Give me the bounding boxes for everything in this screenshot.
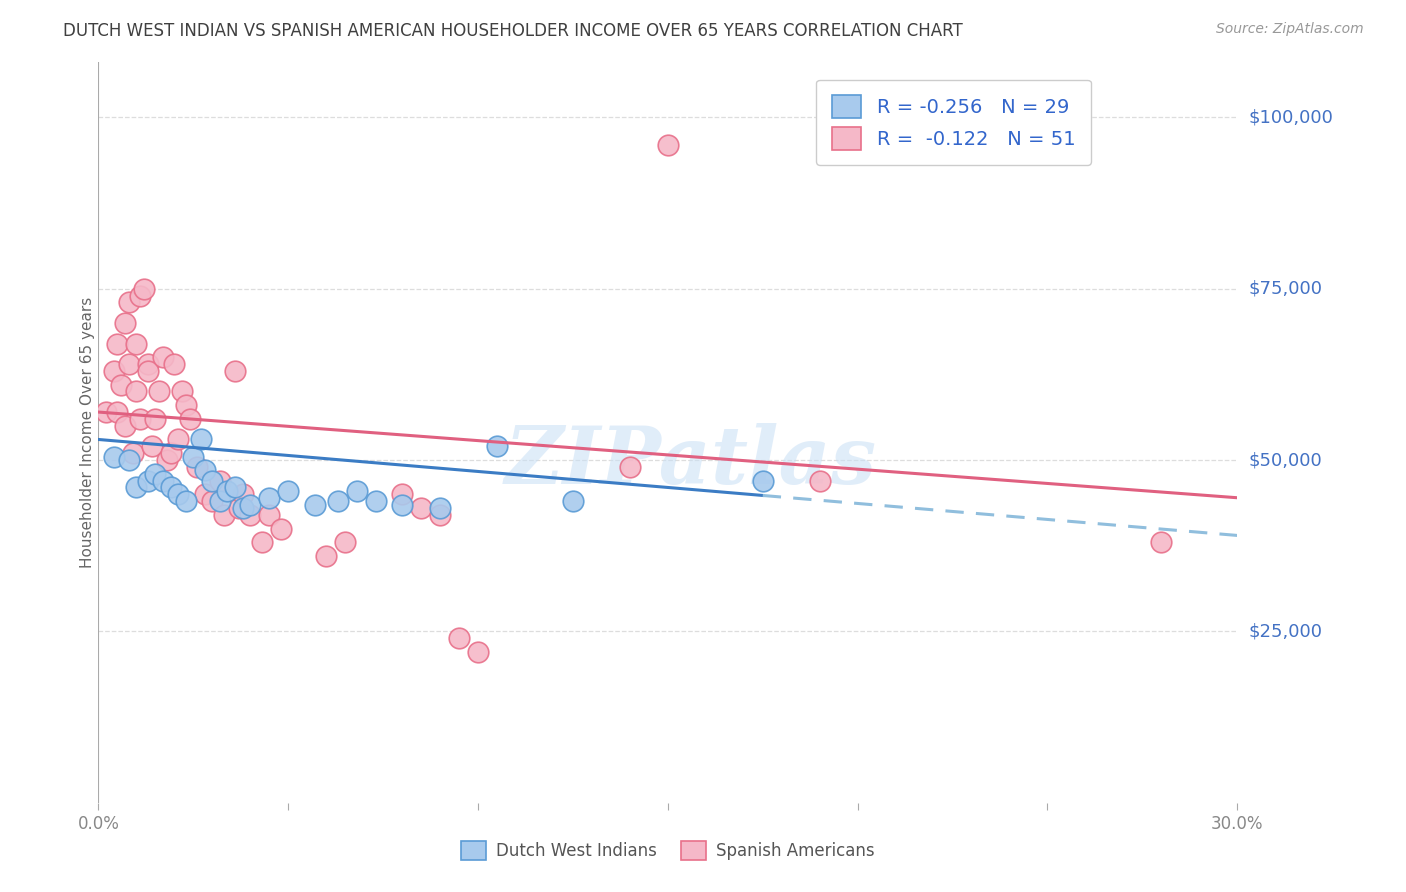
- Point: [152, 350, 174, 364]
- Point: [259, 491, 281, 505]
- Text: Source: ZipAtlas.com: Source: ZipAtlas.com: [1216, 22, 1364, 37]
- Point: [156, 453, 179, 467]
- Point: [125, 480, 148, 494]
- Point: [125, 384, 148, 399]
- Point: [232, 501, 254, 516]
- Point: [217, 483, 239, 498]
- Point: [304, 498, 326, 512]
- Point: [141, 439, 163, 453]
- Text: $25,000: $25,000: [1249, 623, 1323, 640]
- Point: [277, 483, 299, 498]
- Point: [224, 364, 246, 378]
- Point: [174, 494, 197, 508]
- Point: [194, 463, 217, 477]
- Point: [118, 453, 141, 467]
- Point: [129, 288, 152, 302]
- Text: $50,000: $50,000: [1249, 451, 1322, 469]
- Point: [183, 450, 205, 464]
- Point: [114, 316, 136, 330]
- Point: [145, 412, 167, 426]
- Point: [107, 336, 129, 351]
- Point: [118, 295, 141, 310]
- Point: [129, 412, 152, 426]
- Point: [212, 508, 235, 522]
- Text: ZIPatlas: ZIPatlas: [505, 424, 877, 501]
- Point: [239, 498, 262, 512]
- Point: [1150, 535, 1173, 549]
- Point: [118, 357, 141, 371]
- Y-axis label: Householder Income Over 65 years: Householder Income Over 65 years: [80, 297, 94, 568]
- Point: [449, 632, 471, 646]
- Point: [411, 501, 433, 516]
- Point: [136, 474, 159, 488]
- Point: [208, 494, 231, 508]
- Point: [391, 487, 413, 501]
- Point: [467, 645, 489, 659]
- Legend: Dutch West Indians, Spanish Americans: Dutch West Indians, Spanish Americans: [453, 832, 883, 869]
- Point: [132, 282, 155, 296]
- Point: [619, 459, 641, 474]
- Point: [228, 501, 250, 516]
- Point: [167, 487, 190, 501]
- Point: [239, 508, 262, 522]
- Point: [114, 418, 136, 433]
- Point: [186, 459, 208, 474]
- Point: [103, 450, 125, 464]
- Point: [159, 446, 181, 460]
- Point: [752, 474, 775, 488]
- Point: [326, 494, 349, 508]
- Text: DUTCH WEST INDIAN VS SPANISH AMERICAN HOUSEHOLDER INCOME OVER 65 YEARS CORRELATI: DUTCH WEST INDIAN VS SPANISH AMERICAN HO…: [63, 22, 963, 40]
- Point: [391, 498, 413, 512]
- Point: [429, 501, 451, 516]
- Point: [152, 474, 174, 488]
- Point: [657, 137, 679, 152]
- Point: [208, 474, 231, 488]
- Point: [94, 405, 117, 419]
- Point: [250, 535, 273, 549]
- Point: [107, 405, 129, 419]
- Point: [145, 467, 167, 481]
- Point: [429, 508, 451, 522]
- Point: [167, 433, 190, 447]
- Point: [201, 494, 224, 508]
- Point: [110, 377, 132, 392]
- Point: [232, 487, 254, 501]
- Point: [174, 398, 197, 412]
- Point: [136, 364, 159, 378]
- Point: [346, 483, 368, 498]
- Point: [125, 336, 148, 351]
- Point: [170, 384, 193, 399]
- Text: $100,000: $100,000: [1249, 108, 1333, 127]
- Text: $75,000: $75,000: [1249, 280, 1323, 298]
- Point: [163, 357, 186, 371]
- Point: [121, 446, 143, 460]
- Point: [486, 439, 509, 453]
- Point: [335, 535, 357, 549]
- Point: [270, 522, 292, 536]
- Point: [201, 474, 224, 488]
- Point: [315, 549, 337, 563]
- Point: [224, 480, 246, 494]
- Point: [159, 480, 181, 494]
- Point: [194, 487, 217, 501]
- Point: [103, 364, 125, 378]
- Point: [179, 412, 201, 426]
- Point: [259, 508, 281, 522]
- Point: [136, 357, 159, 371]
- Point: [562, 494, 585, 508]
- Point: [190, 433, 212, 447]
- Point: [808, 474, 831, 488]
- Point: [364, 494, 387, 508]
- Point: [148, 384, 170, 399]
